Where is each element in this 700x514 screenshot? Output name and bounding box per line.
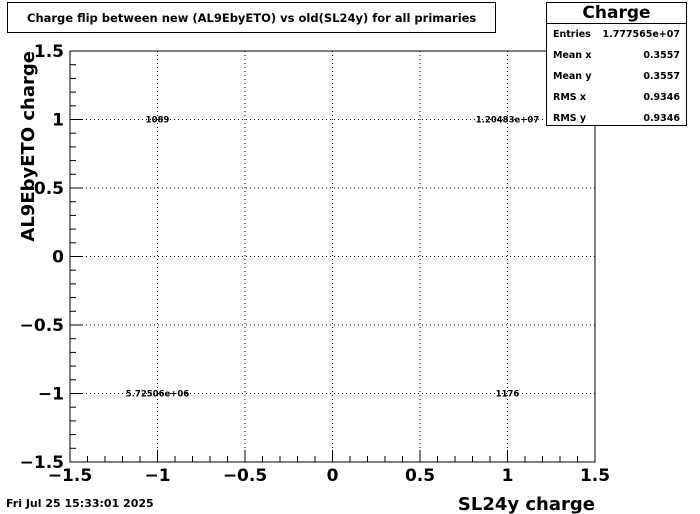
x-tick-label: 1.5 — [580, 466, 610, 486]
y-tick-label: 0.5 — [34, 179, 64, 199]
x-tick-label: −1 — [144, 466, 170, 486]
axis-tick-labels: −1.5−1.5 −1 −1 −0.5 −0.5 0 0 0.5 0.5 1 1 1.5 1.5 — [20, 42, 610, 486]
stats-title: Charge — [547, 3, 686, 24]
stats-row: Mean x 0.3557 — [547, 45, 686, 66]
y-tick-label: 1 — [52, 111, 64, 131]
footer-date: Fri Jul 25 15:33:01 2025 — [6, 497, 154, 510]
stats-rows: Entries 1.777565e+07 Mean x 0.3557 Mean y 0.3… — [547, 24, 686, 129]
stats-value: 1.777565e+07 — [602, 29, 680, 40]
stats-row: Entries 1.777565e+07 — [547, 24, 686, 45]
stats-box: Charge Entries 1.777565e+07 Mean x 0.3557 Me… — [546, 2, 687, 126]
bin-content-label: 1176 — [496, 390, 520, 400]
x-tick-label: 1 — [502, 466, 514, 486]
chart-title-box: Charge flip between new (AL9EbyETO) vs o… — [7, 2, 496, 33]
x-axis-label: SL24y charge — [458, 494, 595, 514]
stats-label: Mean x — [553, 50, 592, 61]
stats-label: Mean y — [553, 71, 592, 82]
y-axis-label: AL9EbyETO charge — [18, 51, 39, 242]
stats-row: RMS y 0.9346 — [547, 108, 686, 129]
x-tick-label: −0.5 — [223, 466, 267, 486]
plot-frame — [69, 50, 596, 463]
y-tick-label: −1 — [38, 385, 64, 405]
x-tick-label: 0.5 — [405, 466, 435, 486]
y-tick-label: 1.5 — [34, 42, 64, 62]
stats-label: RMS x — [553, 92, 587, 103]
stats-value: 0.9346 — [643, 113, 680, 124]
x-tick-label: −1.5 — [48, 466, 92, 486]
bin-content-label: 1.20483e+07 — [476, 116, 540, 126]
y-tick-label: −1.5 — [20, 453, 64, 473]
stats-value: 0.3557 — [643, 71, 680, 82]
chart-title: Charge flip between new (AL9EbyETO) vs o… — [27, 10, 477, 25]
bin-content-label: 5.72506e+06 — [126, 390, 190, 400]
y-tick-label: −0.5 — [20, 316, 64, 336]
y-tick-label: 0 — [52, 248, 64, 268]
axis-ticks — [69, 50, 596, 463]
bin-content-label: 1089 — [146, 116, 170, 126]
x-tick-label: 0 — [327, 466, 339, 486]
bin-content-labels: 1089 1.20483e+07 5.72506e+06 1176 — [126, 116, 540, 400]
stats-value: 0.3557 — [643, 50, 680, 61]
stats-label: RMS y — [553, 113, 587, 124]
stats-value: 0.9346 — [643, 92, 680, 103]
stats-row: RMS x 0.9346 — [547, 87, 686, 108]
stats-row: Mean y 0.3557 — [547, 66, 686, 87]
grid-lines — [70, 51, 595, 462]
stats-label: Entries — [553, 29, 591, 40]
